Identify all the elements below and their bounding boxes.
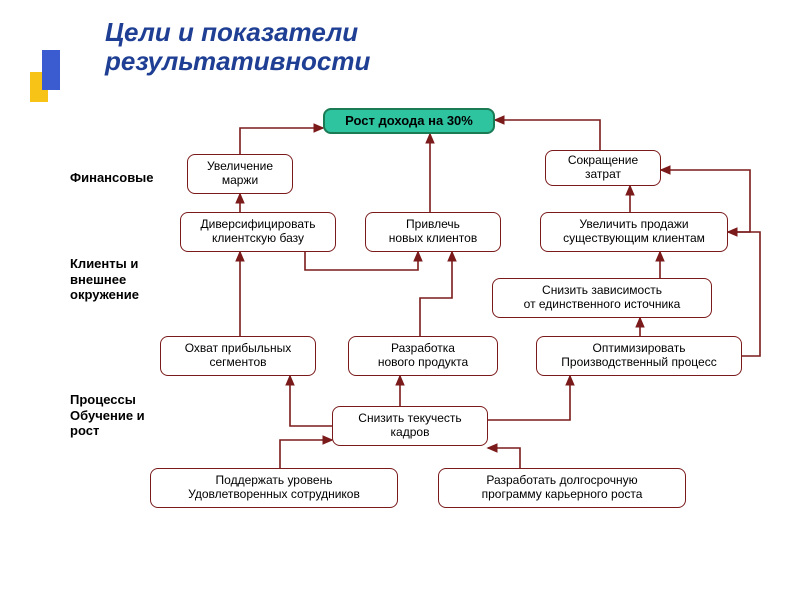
n-top: Рост дохода на 30% — [323, 108, 495, 134]
cat-cli: Клиенты и внешнее окружение — [70, 256, 180, 303]
edge-n-newprod-n-attract — [420, 252, 452, 336]
cat-fin: Финансовые — [70, 170, 180, 186]
n-divers: Диверсифицировать клиентскую базу — [180, 212, 336, 252]
title-line1: Цели и показатели — [105, 17, 358, 47]
n-satisf: Поддержать уровень Удовлетворенных сотру… — [150, 468, 398, 508]
n-career: Разработать долгосрочную программу карье… — [438, 468, 686, 508]
edge-n-turn-n-optim — [488, 376, 570, 420]
n-segment: Охват прибыльных сегментов — [160, 336, 316, 376]
n-cost: Сокращение затрат — [545, 150, 661, 186]
decorative-bars — [22, 44, 82, 104]
edge-n-career-n-turn — [488, 448, 520, 468]
cat-proc: Процессы Обучение и рост — [70, 392, 180, 439]
n-sales: Увеличить продажи существующим клиентам — [540, 212, 728, 252]
n-depend: Снизить зависимость от единственного ист… — [492, 278, 712, 318]
n-turn: Снизить текучесть кадров — [332, 406, 488, 446]
edge-n-divers-n-attract — [305, 252, 418, 270]
n-attract: Привлечь новых клиентов — [365, 212, 501, 252]
n-newprod: Разработка нового продукта — [348, 336, 498, 376]
edge-n-satisf-n-turn — [280, 440, 332, 468]
edge-n-turn-n-segment — [290, 376, 332, 426]
title-line2: результативности — [105, 46, 370, 76]
slide-title: Цели и показатели результативности — [105, 18, 370, 75]
edge-n-cost-n-top — [495, 120, 600, 150]
edge-n-margin-n-top — [240, 128, 323, 154]
n-optim: Оптимизировать Производственный процесс — [536, 336, 742, 376]
n-margin: Увеличение маржи — [187, 154, 293, 194]
